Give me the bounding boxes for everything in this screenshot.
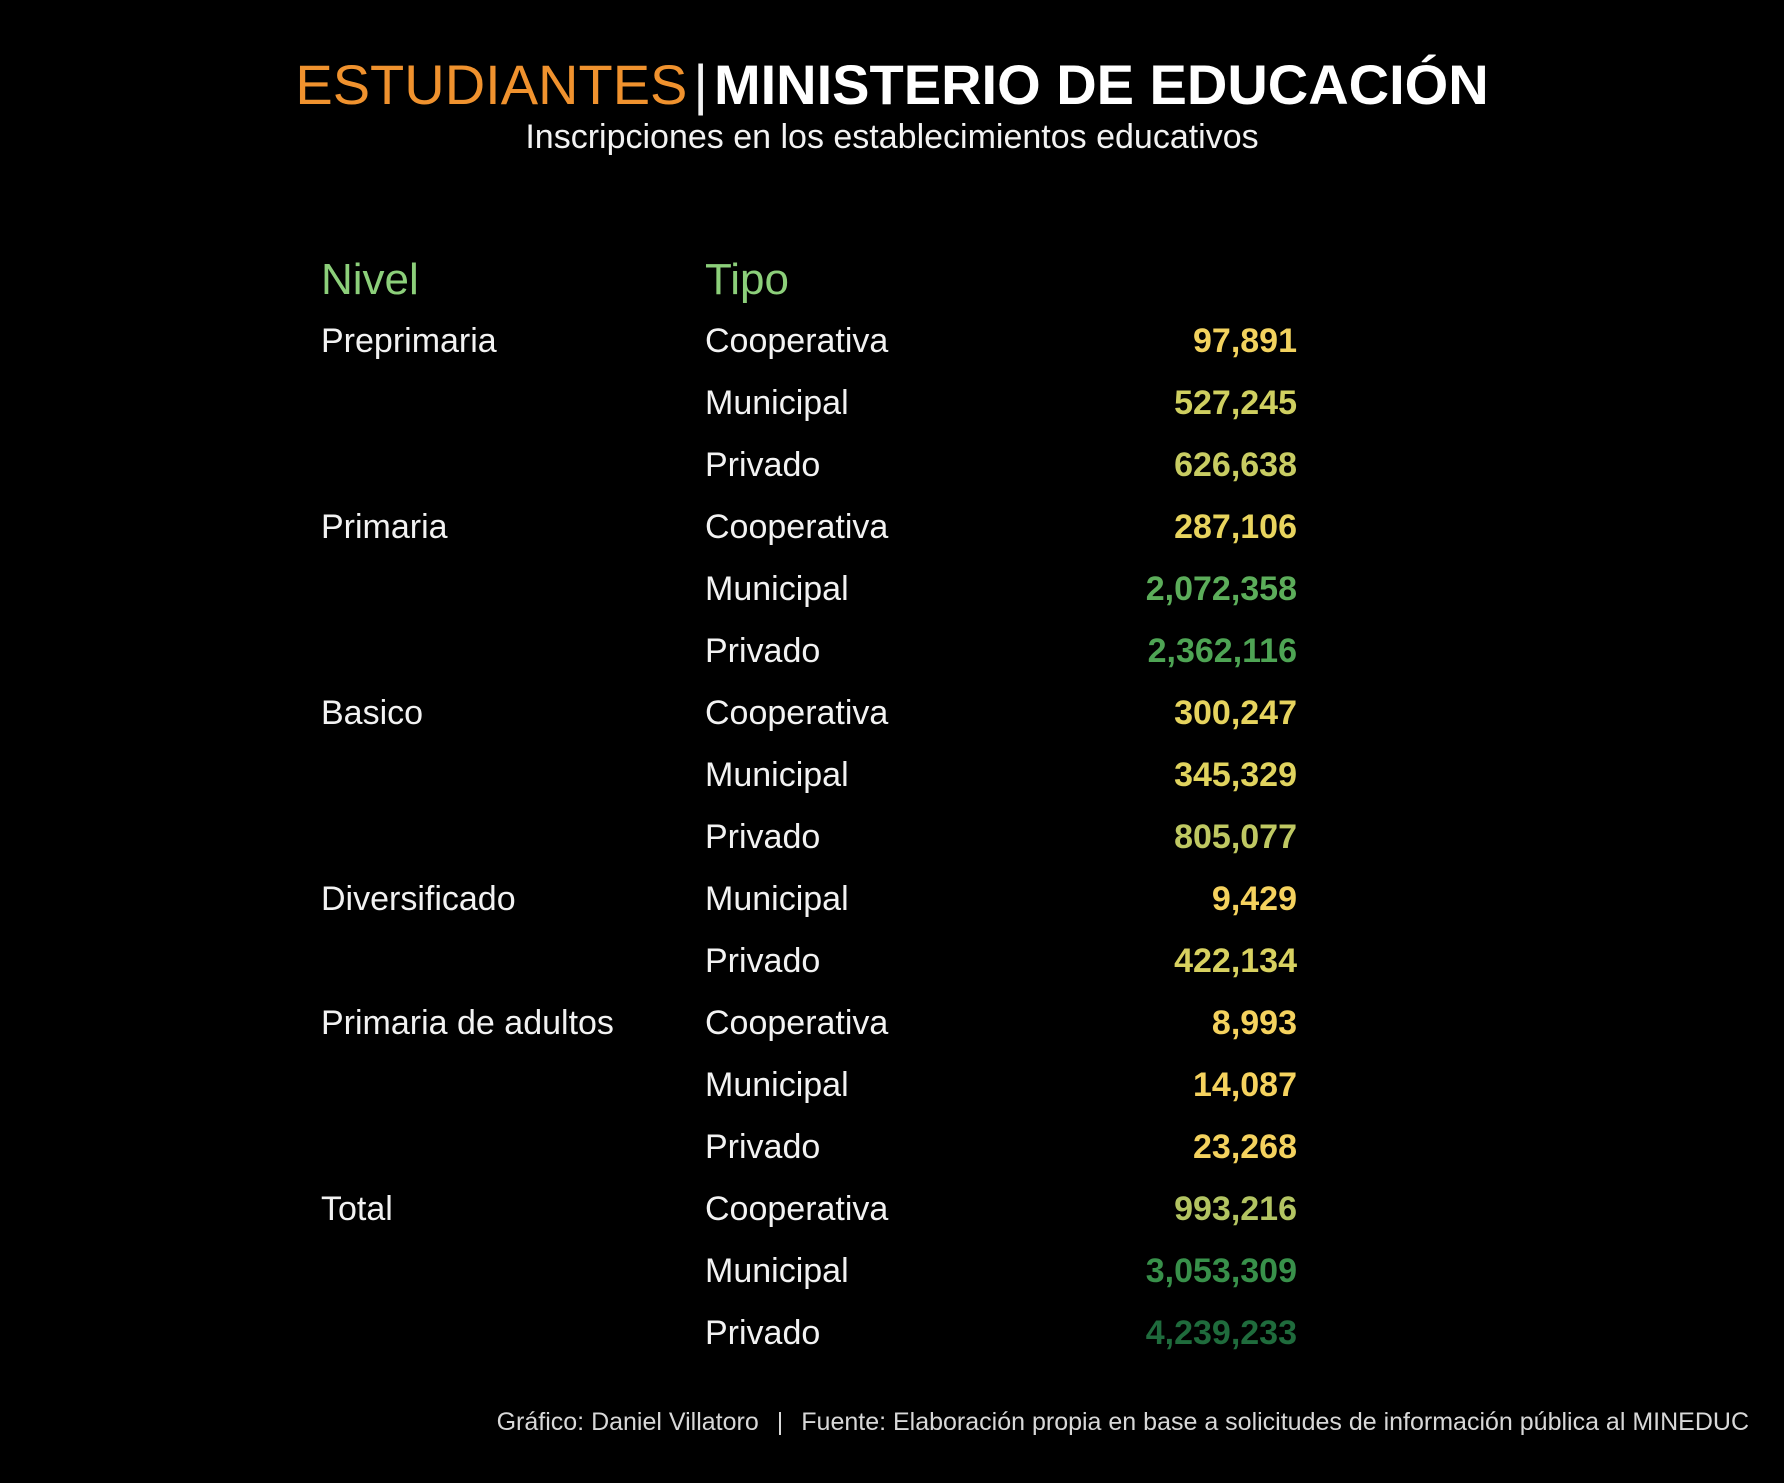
cell-value: 3,053,309	[1145, 1252, 1297, 1290]
cell-tipo: Municipal	[705, 1252, 849, 1290]
cell-tipo: Municipal	[705, 570, 849, 608]
footer-credit: Gráfico: Daniel Villatoro	[496, 1408, 759, 1436]
cell-value: 287,106	[1174, 508, 1297, 546]
table-row: Diversificado Municipal 9,429	[0, 880, 1784, 942]
cell-value: 2,362,116	[1147, 632, 1297, 670]
page-title: ESTUDIANTES | MINISTERIO DE EDUCACIÓN	[0, 52, 1784, 117]
table-row: Primaria de adultos Cooperativa 8,993	[0, 1004, 1784, 1066]
table-row: Municipal 14,087	[0, 1066, 1784, 1128]
cell-value: 8,993	[1211, 1004, 1297, 1042]
cell-value: 527,245	[1174, 384, 1297, 422]
cell-nivel: Primaria de adultos	[321, 1004, 614, 1042]
table-row: Preprimaria Cooperativa 97,891	[0, 322, 1784, 384]
table-row: Privado 422,134	[0, 942, 1784, 1004]
cell-nivel: Total	[321, 1190, 393, 1228]
table-row: Total Cooperativa 993,216	[0, 1190, 1784, 1252]
cell-tipo: Cooperativa	[705, 694, 889, 732]
cell-tipo: Privado	[705, 818, 821, 856]
footer: Gráfico: Daniel Villatoro | Fuente: Elabor…	[497, 1408, 1749, 1437]
cell-value: 805,077	[1174, 818, 1297, 856]
table-row: Municipal 527,245	[0, 384, 1784, 446]
cell-value: 14,087	[1193, 1066, 1297, 1104]
cell-value: 97,891	[1193, 322, 1297, 360]
table-row: Municipal 345,329	[0, 756, 1784, 818]
table-row: Privado 2,362,116	[0, 632, 1784, 694]
table-row: Privado 626,638	[0, 446, 1784, 508]
footer-source: Fuente: Elaboración propia en base a sol…	[801, 1408, 1749, 1436]
cell-tipo: Municipal	[705, 384, 849, 422]
column-header-nivel: Nivel	[321, 255, 419, 304]
cell-nivel: Diversificado	[321, 880, 516, 918]
cell-tipo: Cooperativa	[705, 322, 889, 360]
footer-separator: |	[776, 1408, 784, 1436]
cell-nivel: Primaria	[321, 508, 448, 546]
cell-value: 9,429	[1211, 880, 1297, 918]
cell-nivel: Basico	[321, 694, 424, 732]
cell-value: 626,638	[1174, 446, 1297, 484]
table-row: Primaria Cooperativa 287,106	[0, 508, 1784, 570]
cell-tipo: Privado	[705, 942, 821, 980]
cell-tipo: Municipal	[705, 1066, 849, 1104]
cell-tipo: Privado	[705, 1128, 821, 1166]
title-main: MINISTERIO DE EDUCACIÓN	[713, 53, 1489, 116]
cell-tipo: Cooperativa	[705, 1190, 889, 1228]
cell-value: 993,216	[1174, 1190, 1297, 1228]
cell-tipo: Municipal	[705, 756, 849, 794]
cell-tipo: Cooperativa	[705, 1004, 889, 1042]
table-row: Privado 23,268	[0, 1128, 1784, 1190]
cell-value: 300,247	[1174, 694, 1297, 732]
cell-value: 422,134	[1174, 942, 1297, 980]
cell-tipo: Privado	[705, 1314, 821, 1352]
cell-value: 4,239,233	[1145, 1314, 1297, 1352]
cell-tipo: Privado	[705, 632, 821, 670]
cell-value: 23,268	[1193, 1128, 1297, 1166]
table-row: Municipal 2,072,358	[0, 570, 1784, 632]
page-subtitle: Inscripciones en los establecimientos ed…	[525, 118, 1259, 156]
table-row: Privado 4,239,233	[0, 1314, 1784, 1376]
column-header-tipo: Tipo	[705, 255, 789, 304]
table-row: Municipal 3,053,309	[0, 1252, 1784, 1314]
title-separator: |	[693, 53, 708, 116]
cell-value: 345,329	[1174, 756, 1297, 794]
cell-tipo: Municipal	[705, 880, 849, 918]
table-row: Basico Cooperativa 300,247	[0, 694, 1784, 756]
table-row: Privado 805,077	[0, 818, 1784, 880]
cell-value: 2,072,358	[1145, 570, 1297, 608]
cell-nivel: Preprimaria	[321, 322, 497, 360]
cell-tipo: Cooperativa	[705, 508, 889, 546]
cell-tipo: Privado	[705, 446, 821, 484]
title-accent: ESTUDIANTES	[295, 53, 688, 116]
